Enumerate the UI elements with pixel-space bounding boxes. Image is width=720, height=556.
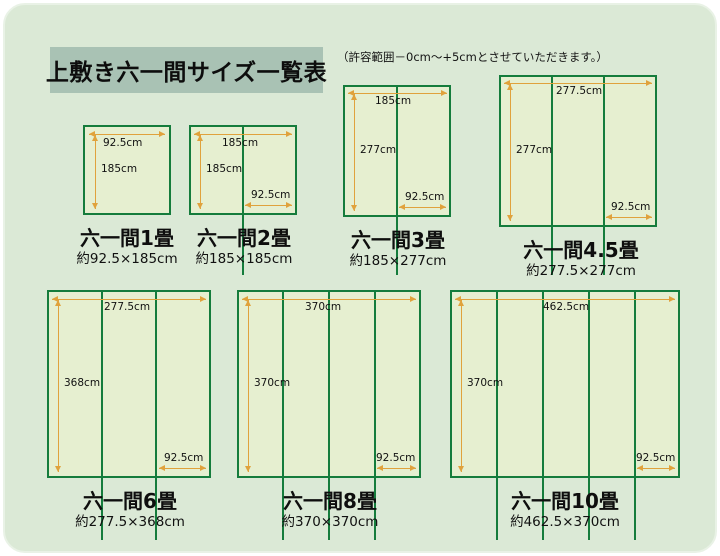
chart-panel: 上敷き六一間サイズ一覧表 （許容範囲－0cm～+5cmとさせていただきます。） … <box>3 3 717 553</box>
dimension-label-height: 185cm <box>101 163 138 175</box>
mat-outline <box>47 290 211 478</box>
tolerance-note: （許容範囲－0cm～+5cmとさせていただきます。） <box>337 50 608 64</box>
mat-outline <box>499 75 657 227</box>
caption-title: 六一間2畳 <box>197 226 291 250</box>
dimension-line-height <box>55 300 61 472</box>
mat-outline <box>450 290 680 478</box>
diagram-tatami-2jo: 185cm 185cm 92.5cm 六一間2畳 約185×185cm <box>189 125 299 275</box>
diagram-tatami-8jo: 370cm 370cm 92.5cm 六一間8畳 約370×370cm <box>237 290 423 540</box>
caption-block: 六一間6畳 約277.5×368cm <box>50 489 210 531</box>
panel-divider <box>603 75 605 275</box>
caption-title: 六一間10畳 <box>511 489 619 513</box>
dimension-label-height: 370cm <box>254 377 291 389</box>
panel-divider <box>374 290 376 540</box>
dimension-line-panel <box>377 465 416 471</box>
caption-block: 六一間1畳 約92.5×185cm <box>51 226 203 268</box>
diagram-tatami-1jo: 92.5cm 185cm 六一間1畳 約92.5×185cm <box>76 125 178 275</box>
diagram-tatami-3jo: 185cm 277cm 92.5cm 六一間3畳 約185×277cm <box>343 85 453 275</box>
dimension-line-width <box>455 296 675 302</box>
panel-divider <box>101 290 103 540</box>
dimension-label-panel: 92.5cm <box>251 189 291 201</box>
caption-title: 六一間4.5畳 <box>523 238 639 262</box>
dimension-label-width: 185cm <box>375 95 412 107</box>
dimension-line-height <box>197 135 203 209</box>
diagram-tatami-4-5jo: 277.5cm 277cm 92.5cm 六一間4.5畳 約277.5×277c… <box>499 75 659 279</box>
dimension-line-width <box>89 131 165 137</box>
dimension-label-height: 277cm <box>360 144 397 156</box>
panel-divider <box>396 85 398 275</box>
dimension-line-width <box>242 296 416 302</box>
dimension-line-panel <box>399 204 446 210</box>
dimension-line-height <box>351 94 357 211</box>
caption-title: 六一間1畳 <box>80 226 174 250</box>
dimension-line-width <box>52 296 206 302</box>
dimension-line-height <box>507 84 513 221</box>
caption-block: 六一間4.5畳 約277.5×277cm <box>501 238 661 280</box>
caption-size: 約277.5×368cm <box>75 514 185 530</box>
caption-title: 六一間6畳 <box>83 489 177 513</box>
caption-title: 六一間3畳 <box>351 228 445 252</box>
dimension-label-width: 277.5cm <box>556 85 603 97</box>
dimension-line-panel <box>245 202 292 208</box>
dimension-line-height <box>92 135 98 209</box>
dimension-label-panel: 92.5cm <box>611 201 651 213</box>
panel-divider <box>328 290 330 540</box>
dimension-label-height: 368cm <box>64 377 101 389</box>
caption-size: 約185×277cm <box>349 253 447 269</box>
panel-divider <box>588 290 590 540</box>
dimension-label-width: 277.5cm <box>104 301 151 313</box>
caption-size: 約370×370cm <box>281 514 379 530</box>
panel-divider <box>551 75 553 275</box>
dimension-label-width: 370cm <box>305 301 342 313</box>
caption-size: 約92.5×185cm <box>76 251 178 267</box>
title-band: 上敷き六一間サイズ一覧表 <box>46 47 327 93</box>
dimension-line-width <box>348 90 447 96</box>
dimension-label-panel: 92.5cm <box>376 452 416 464</box>
diagram-tatami-10jo: 462.5cm 370cm 92.5cm 六一間10畳 約462.5×370cm <box>450 290 682 540</box>
panel-divider <box>155 290 157 540</box>
caption-block: 六一間10畳 約462.5×370cm <box>485 489 645 531</box>
dimension-line-panel <box>637 465 675 471</box>
caption-block: 六一間8畳 約370×370cm <box>250 489 410 531</box>
dimension-line-height <box>458 300 464 472</box>
diagram-tatami-6jo: 277.5cm 368cm 92.5cm 六一間6畳 約277.5×368cm <box>47 290 213 540</box>
panel-divider <box>282 290 284 540</box>
page-title: 上敷き六一間サイズ一覧表 <box>45 60 328 86</box>
dimension-line-width <box>194 131 292 137</box>
panel-divider <box>496 290 498 540</box>
dimension-line-panel <box>606 214 652 220</box>
panel-divider <box>542 290 544 540</box>
dimension-label-panel: 92.5cm <box>405 191 445 203</box>
dimension-label-panel: 92.5cm <box>636 452 676 464</box>
caption-block: 六一間3畳 約185×277cm <box>322 228 474 270</box>
dimension-label-height: 185cm <box>206 163 243 175</box>
caption-size: 約462.5×370cm <box>510 514 620 530</box>
dimension-label-width: 185cm <box>222 137 259 149</box>
dimension-label-height: 277cm <box>516 144 553 156</box>
caption-size: 約277.5×277cm <box>526 263 636 279</box>
dimension-line-width <box>504 80 652 86</box>
caption-block: 六一間2畳 約185×185cm <box>168 226 320 268</box>
dimension-label-width: 92.5cm <box>103 137 143 149</box>
caption-title: 六一間8畳 <box>283 489 377 513</box>
dimension-line-height <box>245 300 251 472</box>
caption-size: 約185×185cm <box>195 251 293 267</box>
dimension-label-height: 370cm <box>467 377 504 389</box>
dimension-label-panel: 92.5cm <box>164 452 204 464</box>
panel-divider <box>634 290 636 540</box>
dimension-label-width: 462.5cm <box>543 301 590 313</box>
panel-divider <box>242 125 244 275</box>
dimension-line-panel <box>159 465 206 471</box>
